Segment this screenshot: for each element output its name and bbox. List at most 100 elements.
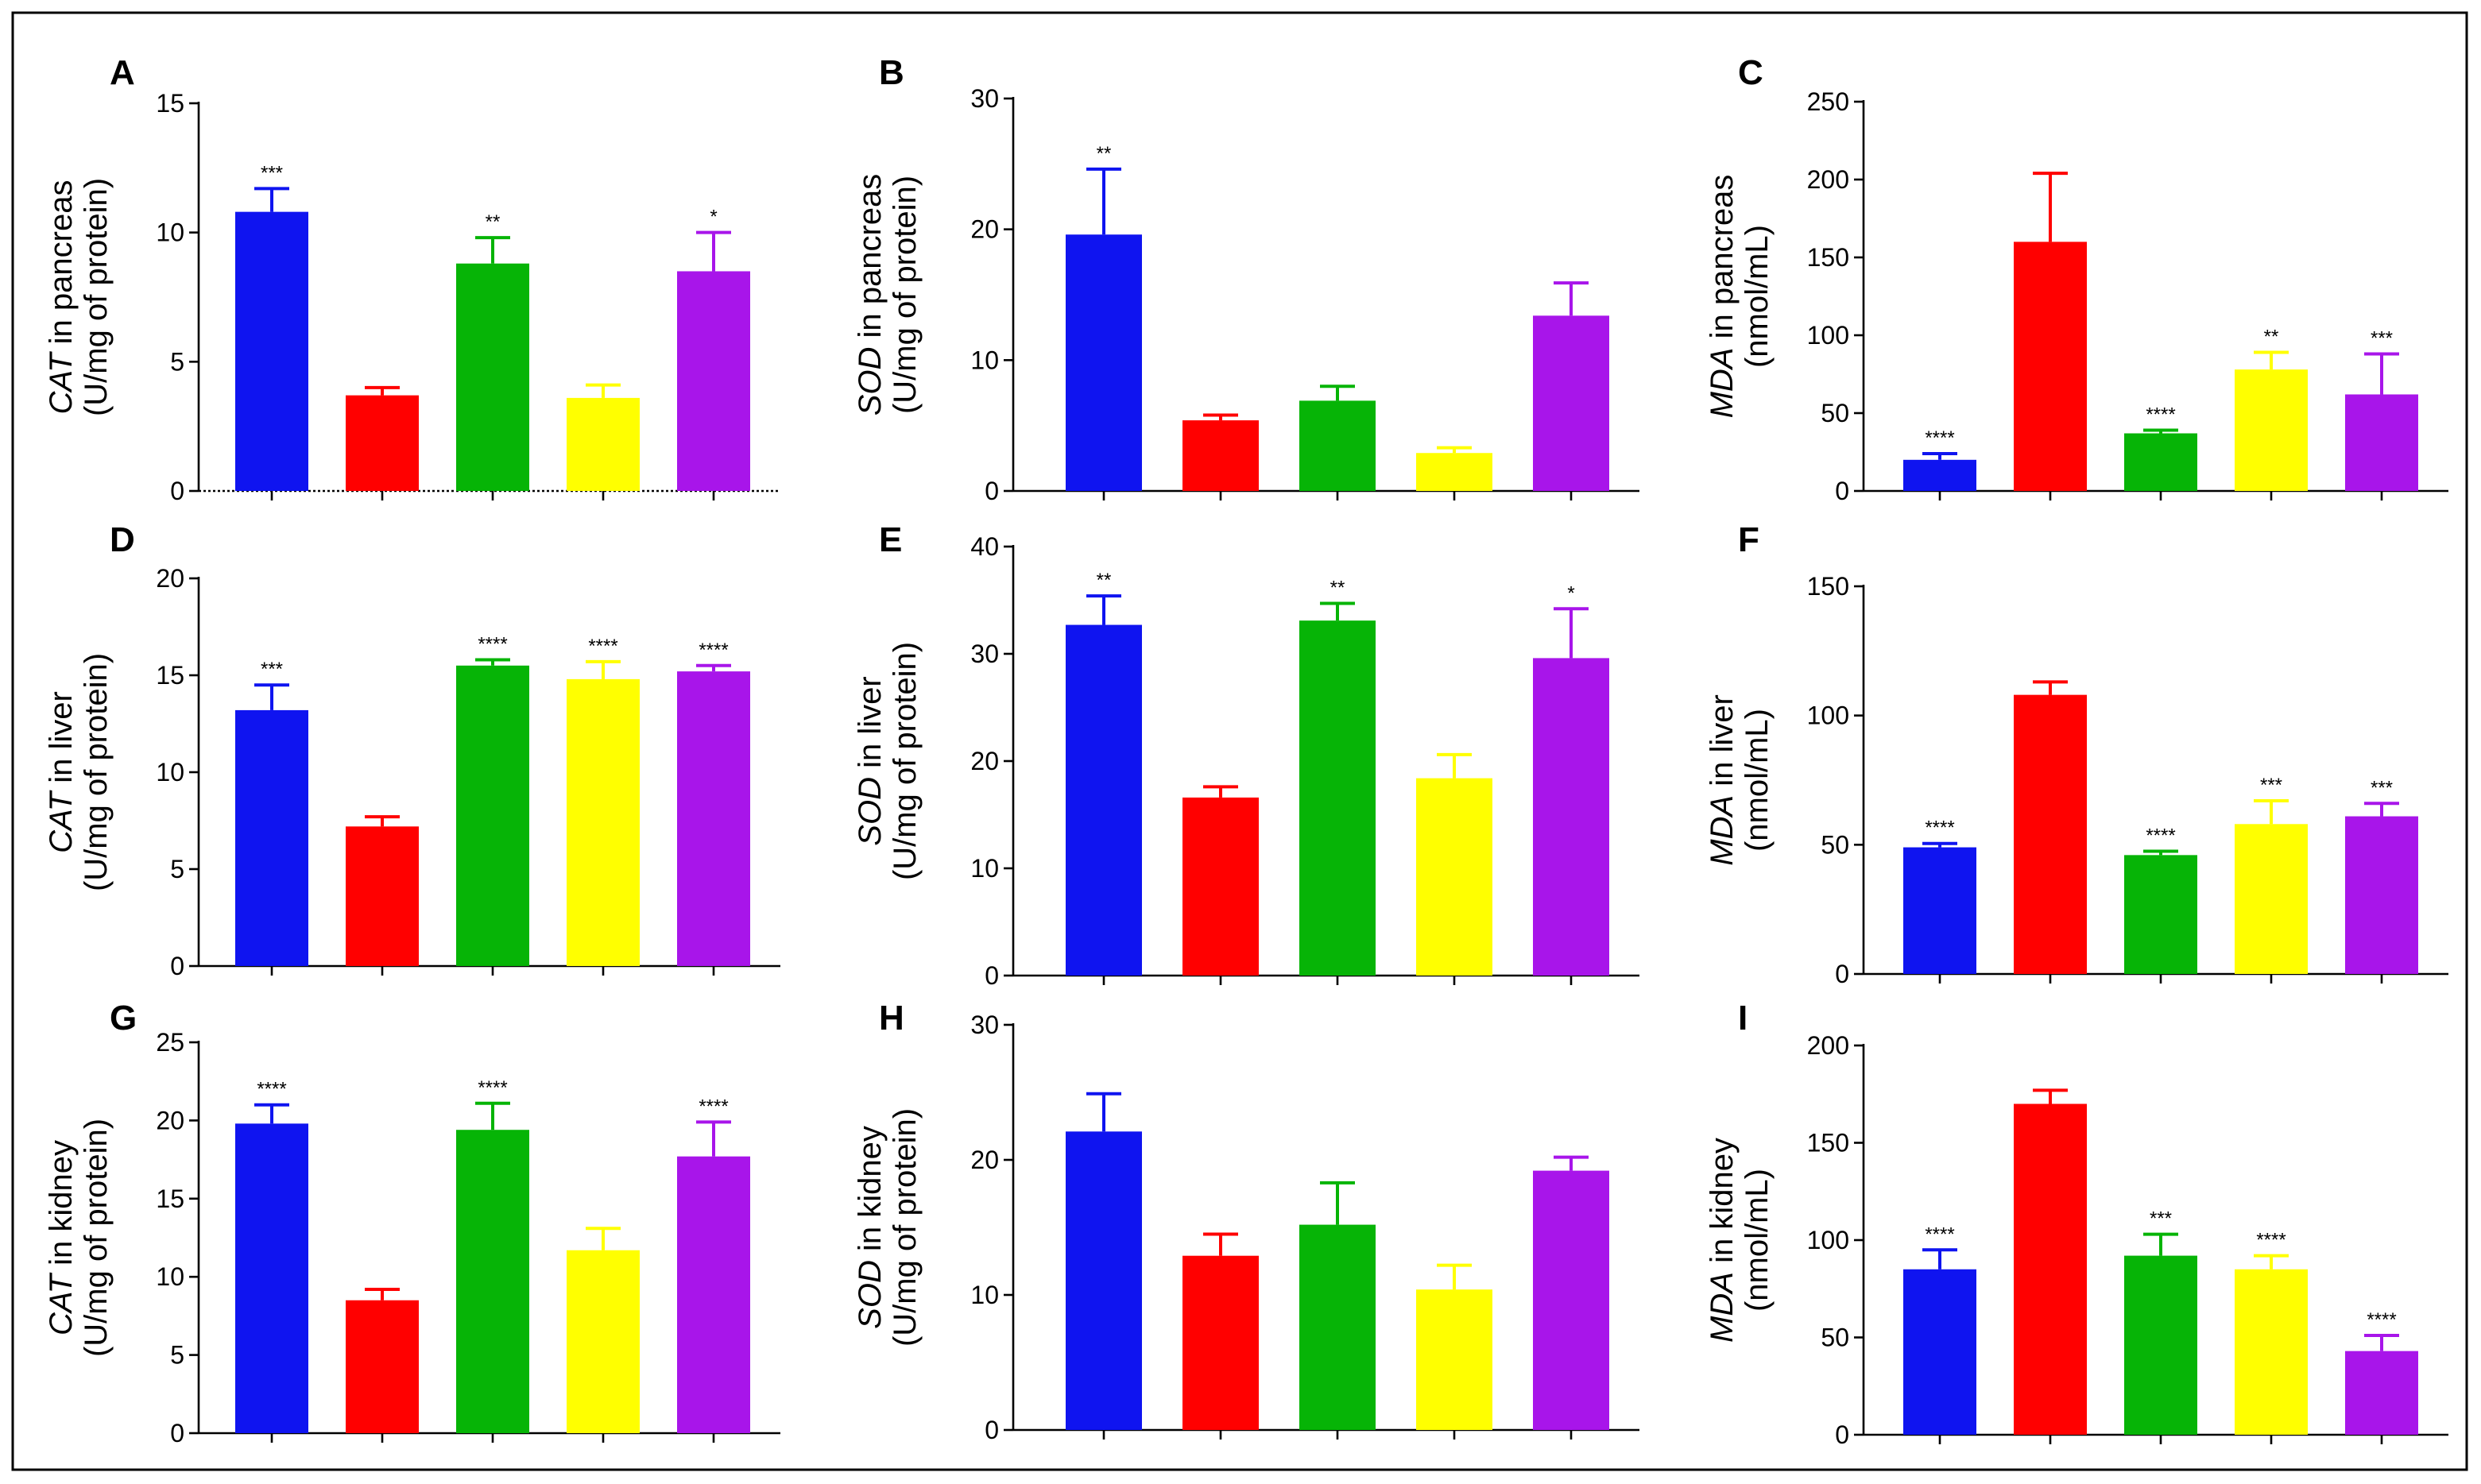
bar <box>346 1300 419 1433</box>
y-axis-label-unit: (U/mg of protein) <box>79 1119 114 1357</box>
significance-label: ** <box>1097 570 1112 591</box>
y-tick-label: 30 <box>970 84 999 113</box>
y-tick-label: 10 <box>970 854 999 883</box>
y-tick-label: 100 <box>1807 1226 1849 1254</box>
bar <box>1299 620 1376 976</box>
bar <box>1533 658 1609 976</box>
bar <box>2124 1255 2197 1435</box>
bar <box>1903 459 1976 491</box>
y-axis-label-gene: MDA <box>1705 795 1740 866</box>
significance-label: ** <box>1330 578 1345 599</box>
bar <box>1903 1269 1976 1435</box>
y-tick-label: 30 <box>970 640 999 668</box>
y-tick-label: 150 <box>1807 1129 1849 1157</box>
bar <box>2235 1269 2308 1435</box>
significance-label: **** <box>2256 1230 2286 1251</box>
bar <box>677 271 750 491</box>
y-axis-label-gene: MDA <box>1705 1272 1740 1343</box>
y-tick-label: 20 <box>156 1106 184 1134</box>
y-tick-label: 0 <box>170 1419 184 1447</box>
figure-frame <box>11 11 2468 1471</box>
bar <box>456 263 529 491</box>
y-tick-label: 15 <box>156 661 184 690</box>
y-axis-label: MDA in liver(nmol/mL) <box>1705 694 1775 866</box>
bar <box>2345 816 2418 974</box>
panel-letter: F <box>1738 520 1759 559</box>
significance-label: **** <box>478 633 507 655</box>
bar <box>1416 1289 1492 1430</box>
y-axis-label-gene: SOD <box>853 347 888 416</box>
y-axis-label-gene: CAT <box>44 1272 79 1335</box>
chart-panel-g: G CAT in kidney(U/mg of protein) 0 5 10 15 20 2… <box>44 999 780 1447</box>
significance-label: * <box>1567 582 1574 604</box>
panel-letter: B <box>879 53 904 92</box>
bar <box>567 1250 640 1433</box>
y-tick-label: 100 <box>1807 321 1849 350</box>
panel-letter: D <box>110 520 135 559</box>
y-axis-label: MDA in kidney(nmol/mL) <box>1705 1138 1775 1343</box>
y-tick-label: 0 <box>170 477 184 505</box>
chart-panel-c: C MDA in pancreas(nmol/mL) 0 50 100 150 200 250… <box>1705 53 2448 505</box>
significance-label: ** <box>486 211 501 233</box>
y-axis-label-unit: (U/mg of protein) <box>888 642 923 880</box>
significance-label: **** <box>2146 825 2175 846</box>
significance-label: *** <box>2371 328 2393 350</box>
y-axis-label-unit: (nmol/mL) <box>1740 709 1775 852</box>
bar <box>346 826 419 966</box>
bar <box>1533 1170 1609 1430</box>
chart-panel-e: E SOD in liver(U/mg of protein) 0 10 20 30 40 *… <box>853 520 1639 990</box>
y-axis-label-gene: CAT <box>44 351 79 415</box>
y-tick-label: 100 <box>1807 701 1849 730</box>
panel-letter: G <box>110 999 137 1038</box>
y-axis-label: SOD in liver(U/mg of protein) <box>853 642 923 880</box>
y-tick-label: 20 <box>970 747 999 775</box>
bar <box>456 1130 529 1433</box>
panel-letter: H <box>879 999 904 1038</box>
y-tick-label: 200 <box>1807 1031 1849 1060</box>
y-tick-label: 10 <box>970 1281 999 1309</box>
bar <box>2124 433 2197 491</box>
bar <box>235 1123 308 1433</box>
y-tick-label: 0 <box>985 961 999 990</box>
significance-label: *** <box>261 659 283 680</box>
y-axis-label-tissue: in liver <box>44 691 79 792</box>
y-axis-label-tissue: in pancreas <box>44 180 79 354</box>
significance-label: **** <box>478 1077 507 1099</box>
bar <box>1182 1255 1259 1430</box>
y-tick-label: 150 <box>1807 243 1849 272</box>
y-tick-label: 0 <box>1835 960 1849 988</box>
y-tick-label: 0 <box>1835 477 1849 505</box>
significance-label: *** <box>261 162 283 184</box>
y-axis-label-tissue: in kidney <box>853 1126 888 1260</box>
y-axis-label-gene: MDA <box>1705 348 1740 419</box>
y-axis-label-gene: SOD <box>853 777 888 846</box>
bar <box>1066 624 1142 976</box>
y-tick-label: 5 <box>170 855 184 883</box>
y-tick-label: 10 <box>156 758 184 786</box>
significance-label: **** <box>257 1079 286 1100</box>
chart-panel-a: A CAT in pancreas(U/mg of protein) 0 5 10 15 *… <box>44 53 780 505</box>
y-axis-label-unit: (U/mg of protein) <box>79 178 114 416</box>
bar <box>1416 453 1492 491</box>
bar <box>346 395 419 491</box>
bar <box>2014 1103 2087 1435</box>
y-axis-label-gene: CAT <box>44 790 79 853</box>
y-tick-label: 40 <box>970 532 999 561</box>
y-axis-label-tissue: in pancreas <box>1705 175 1740 348</box>
bar <box>2235 369 2308 491</box>
significance-label: **** <box>2367 1309 2396 1331</box>
y-tick-label: 200 <box>1807 165 1849 194</box>
y-axis-label: CAT in kidney(U/mg of protein) <box>44 1119 114 1357</box>
bar <box>2014 242 2087 491</box>
y-axis-label: SOD in pancreas(U/mg of protein) <box>853 174 923 416</box>
significance-label: *** <box>2371 777 2393 798</box>
significance-label: **** <box>2146 404 2175 426</box>
y-tick-label: 25 <box>156 1028 184 1057</box>
bar <box>2235 824 2308 974</box>
y-tick-label: 0 <box>985 477 999 505</box>
y-axis-label-unit: (nmol/mL) <box>1740 225 1775 368</box>
y-axis-label: SOD in kidney(U/mg of protein) <box>853 1108 923 1347</box>
